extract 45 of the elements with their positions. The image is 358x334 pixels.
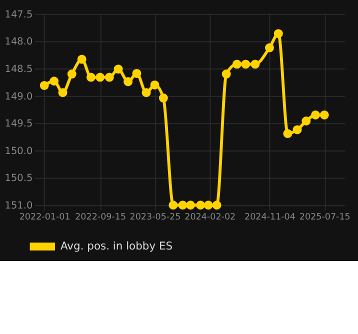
point [250,60,260,69]
point [274,29,283,38]
point [158,94,168,103]
x-tick-label: 2025-07-15 [299,212,350,222]
point [50,76,59,86]
point [310,110,320,120]
x-tick-label: 2024-02-02 [184,212,236,222]
point [86,72,96,82]
point [283,129,292,138]
point [142,88,151,98]
y-tick-label: 148.5 [4,64,33,75]
y-tick-label: 149.5 [4,118,33,130]
y-tick-label: 150.0 [4,146,33,157]
point [178,200,188,210]
legend-label: Avg. pos. in lobby ES [60,240,173,253]
x-tick-label: 2023-05-25 [130,212,181,222]
point [320,110,329,120]
point [67,70,76,79]
y-tick-label: 151.0 [4,200,33,212]
point [222,70,231,79]
x-tick-label: 2022-01-01 [19,212,70,222]
point [168,200,178,210]
point [124,77,133,86]
point [150,80,160,90]
y-tick-label: 149.0 [4,91,33,102]
point [232,60,242,69]
y-tick-label: 147.5 [4,9,33,20]
x-tick-label: 2024-11-04 [244,212,296,222]
y-tick-label: 148.0 [4,36,33,48]
point [265,43,274,52]
point [212,200,222,210]
point [114,64,123,74]
point [302,116,311,126]
point [196,200,206,210]
point [186,200,196,210]
point [104,72,114,82]
point [58,88,68,98]
point [132,68,142,78]
point [40,81,49,90]
point [77,54,86,64]
point [241,60,250,69]
point [292,125,302,134]
point [96,72,105,82]
x-tick-label: 2022-09-15 [75,212,126,222]
y-tick-label: 150.5 [4,173,33,184]
